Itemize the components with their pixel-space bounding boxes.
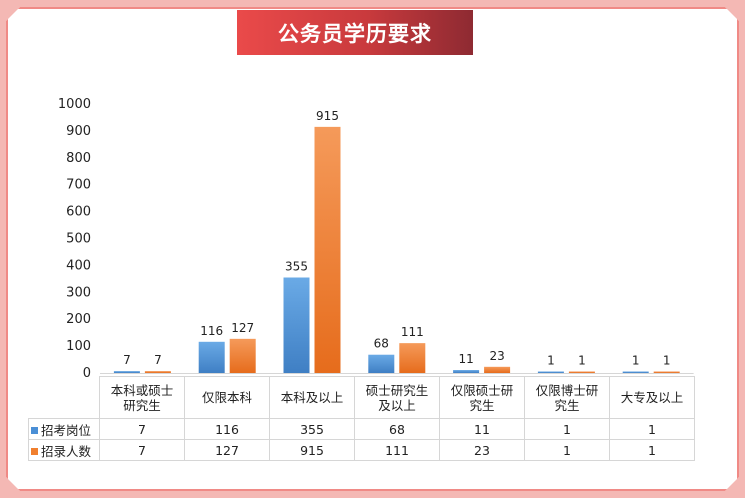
bar-series1	[622, 371, 649, 373]
table-cell: 1	[524, 418, 610, 440]
data-label: 68	[374, 337, 389, 351]
x-tick-label: 本科及以上	[269, 376, 355, 419]
bar-series2	[314, 126, 341, 374]
y-axis: 0 100 200 300 400 500 600 700 800 900 1000	[58, 97, 91, 381]
x-tick-label: 仅限博士研 究生	[524, 376, 610, 419]
x-tick-label-line: 研究生	[123, 397, 161, 413]
data-label: 355	[285, 260, 308, 274]
x-tick-label-line: 大专及以上	[620, 390, 684, 405]
x-tick-label-line: 硕士研究生	[365, 382, 429, 398]
y-tick-label: 1000	[58, 97, 91, 112]
x-tick-label-line: 仅限博士研	[535, 382, 599, 398]
table-cell: 116	[184, 418, 270, 440]
bar-series1	[198, 341, 225, 373]
y-tick-label: 400	[66, 258, 91, 273]
bar-series2	[484, 366, 511, 373]
x-tick-label: 大专及以上	[609, 376, 695, 419]
y-tick-label: 900	[66, 124, 91, 139]
table-cell: 7	[99, 418, 185, 440]
y-tick-label: 600	[66, 205, 91, 220]
table-cell: 23	[439, 439, 525, 461]
legend-series1: 招考岗位	[28, 418, 100, 440]
legend-label-series2: 招录人数	[41, 443, 92, 459]
data-label: 7	[123, 353, 131, 367]
data-label: 127	[231, 321, 254, 335]
table-cell: 127	[184, 439, 270, 461]
bars	[100, 126, 694, 374]
x-tick-label: 硕士研究生 及以上	[354, 376, 440, 419]
data-label: 111	[401, 325, 424, 339]
x-tick-label-line: 仅限硕士研	[450, 382, 514, 398]
data-label: 7	[154, 353, 162, 367]
data-label: 1	[663, 354, 671, 368]
bar-series1	[283, 277, 310, 373]
data-label: 11	[458, 352, 473, 366]
data-label: 1	[632, 354, 640, 368]
data-label: 116	[200, 324, 223, 338]
table-corner	[29, 377, 100, 419]
y-tick-label: 100	[66, 339, 91, 354]
table-row-series2: 招录人数 7 127 915 111 23 1 1	[28, 439, 695, 461]
bar-series1	[453, 370, 480, 373]
bar-series1	[113, 371, 140, 373]
x-tick-label: 仅限本科	[184, 376, 270, 419]
table-cell: 1	[524, 439, 610, 461]
x-tick-label-line: 究生	[554, 397, 580, 413]
x-tick-label-line: 究生	[469, 397, 495, 413]
table-cell: 1	[609, 418, 695, 440]
y-tick-label: 300	[66, 285, 91, 300]
table-cell: 11	[439, 418, 525, 440]
bar-series2	[568, 371, 595, 373]
x-tick-label-line: 本科或硕士	[110, 382, 174, 398]
x-tick-label-line: 仅限本科	[201, 390, 252, 405]
table-cell: 1	[609, 439, 695, 461]
x-tick-label-line: 及以上	[378, 397, 416, 413]
x-tick-label: 本科或硕士 研究生	[99, 376, 185, 419]
bar-series1	[368, 354, 395, 373]
table-cell: 111	[354, 439, 440, 461]
table-row-series1: 招考岗位 7 116 355 68 11 1 1	[28, 418, 695, 440]
y-tick-label: 0	[83, 366, 91, 381]
y-tick-label: 800	[66, 151, 91, 166]
legend-swatch-series2	[31, 448, 38, 455]
y-tick-label: 200	[66, 312, 91, 327]
chart-title: 公务员学历要求	[237, 10, 473, 55]
table-cell: 355	[269, 418, 355, 440]
legend-label-series1: 招考岗位	[41, 422, 92, 438]
bar-series2	[653, 371, 680, 373]
data-label: 1	[578, 354, 586, 368]
category-row: 本科或硕士 研究生 仅限本科 本科及以上 硕士研究生 及以上 仅限硕士研 究生 仅限博士研 究生大…	[29, 376, 695, 419]
x-tick-label: 仅限硕士研 究生	[439, 376, 525, 419]
bar-series1	[537, 371, 564, 373]
data-label: 915	[316, 109, 339, 123]
legend-series2: 招录人数	[28, 439, 100, 461]
y-tick-label: 500	[66, 232, 91, 247]
bar-series2	[144, 371, 171, 373]
table-cell: 915	[269, 439, 355, 461]
bar-series2	[229, 338, 256, 373]
legend-swatch-series1	[31, 427, 38, 434]
data-table: 本科或硕士 研究生 仅限本科 本科及以上 硕士研究生 及以上 仅限硕士研 究生 仅限博士研 究生大…	[28, 376, 695, 461]
bar-series2	[399, 343, 426, 373]
y-tick-label: 700	[66, 178, 91, 193]
x-tick-label-line: 本科及以上	[280, 390, 344, 405]
table-cell: 68	[354, 418, 440, 440]
data-label: 23	[489, 349, 504, 363]
data-label: 1	[547, 354, 555, 368]
table-cell: 7	[99, 439, 185, 461]
